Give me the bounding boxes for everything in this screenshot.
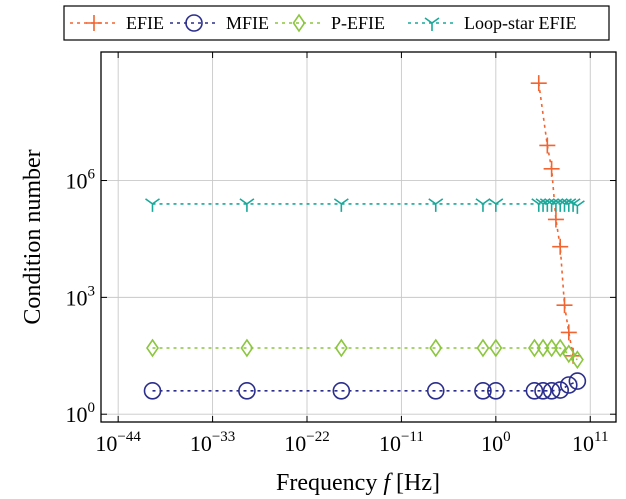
data-point bbox=[426, 382, 445, 400]
x-tick-label: 100 bbox=[481, 429, 511, 456]
legend-label: EFIE bbox=[126, 13, 164, 33]
data-point bbox=[143, 382, 162, 400]
data-point bbox=[562, 344, 576, 364]
series-line bbox=[152, 347, 578, 361]
data-point bbox=[428, 198, 444, 212]
data-point bbox=[429, 338, 443, 358]
data-point bbox=[557, 198, 572, 212]
data-point bbox=[239, 198, 255, 212]
series-loop-star-efie bbox=[145, 198, 585, 214]
series-mfie bbox=[143, 372, 587, 400]
legend-entry: P-EFIE bbox=[275, 13, 385, 33]
data-point bbox=[568, 372, 587, 390]
data-point bbox=[146, 338, 159, 358]
data-point bbox=[551, 381, 570, 399]
data-point bbox=[334, 338, 348, 358]
x-tick-label: 10−22 bbox=[284, 429, 329, 456]
series-line bbox=[152, 203, 578, 207]
x-tick-label: 10−33 bbox=[190, 429, 235, 456]
legend-label: MFIE bbox=[226, 13, 269, 33]
data-point bbox=[488, 198, 504, 212]
data-point bbox=[553, 338, 567, 358]
plot-frame bbox=[100, 51, 617, 423]
data-point bbox=[560, 324, 577, 341]
data-point bbox=[536, 338, 550, 358]
y-tick-label: 103 bbox=[66, 283, 96, 310]
data-point bbox=[559, 376, 578, 394]
x-tick-label: 10−44 bbox=[95, 429, 141, 456]
data-point bbox=[474, 382, 492, 400]
legend: EFIE MFIE P-EFIE Loop-star EFIE bbox=[63, 5, 610, 41]
data-point bbox=[545, 338, 559, 358]
data-point bbox=[476, 338, 490, 358]
series-p-efie bbox=[146, 338, 584, 370]
data-point bbox=[539, 137, 556, 154]
data-point bbox=[332, 382, 351, 400]
data-point bbox=[525, 382, 544, 400]
series-line bbox=[152, 380, 578, 392]
data-point bbox=[569, 200, 585, 214]
data-point bbox=[527, 338, 541, 358]
data-point bbox=[145, 198, 160, 212]
data-point bbox=[489, 338, 503, 358]
data-series bbox=[143, 75, 587, 400]
legend-entry: MFIE bbox=[170, 13, 269, 33]
data-point bbox=[487, 382, 505, 400]
legend-entry: EFIE bbox=[70, 13, 164, 33]
x-tick-label: 1011 bbox=[572, 429, 608, 456]
data-point bbox=[475, 198, 491, 212]
legend-marker bbox=[292, 13, 306, 33]
y-tick-label: 106 bbox=[66, 167, 96, 194]
y-tick-label: 100 bbox=[66, 400, 96, 427]
legend-frame bbox=[63, 5, 610, 41]
data-point bbox=[552, 238, 569, 255]
data-point bbox=[570, 350, 584, 370]
legend-label: P-EFIE bbox=[331, 13, 385, 33]
data-point bbox=[543, 160, 560, 177]
data-point bbox=[534, 382, 552, 400]
legend-marker bbox=[424, 17, 440, 31]
data-point bbox=[547, 211, 564, 228]
data-point bbox=[542, 382, 561, 400]
x-axis-title: Frequency f [Hz] bbox=[276, 470, 440, 496]
legend-label: Loop-star EFIE bbox=[464, 13, 576, 33]
data-point bbox=[530, 75, 547, 92]
data-point bbox=[333, 198, 349, 212]
legend-marker bbox=[185, 14, 203, 32]
legend-entry: Loop-star EFIE bbox=[408, 13, 576, 33]
data-point bbox=[240, 338, 254, 358]
legend-marker bbox=[86, 15, 102, 31]
grid-lines bbox=[101, 52, 616, 422]
axis-ticks: 10−44 10−33 10−22 10−11 100 1011 100 103 106 bbox=[66, 52, 616, 456]
y-axis-title: Condition number bbox=[20, 149, 46, 324]
data-point bbox=[238, 382, 256, 400]
x-tick-label: 10−11 bbox=[379, 429, 424, 456]
series-efie bbox=[530, 75, 582, 364]
data-point bbox=[556, 297, 573, 314]
